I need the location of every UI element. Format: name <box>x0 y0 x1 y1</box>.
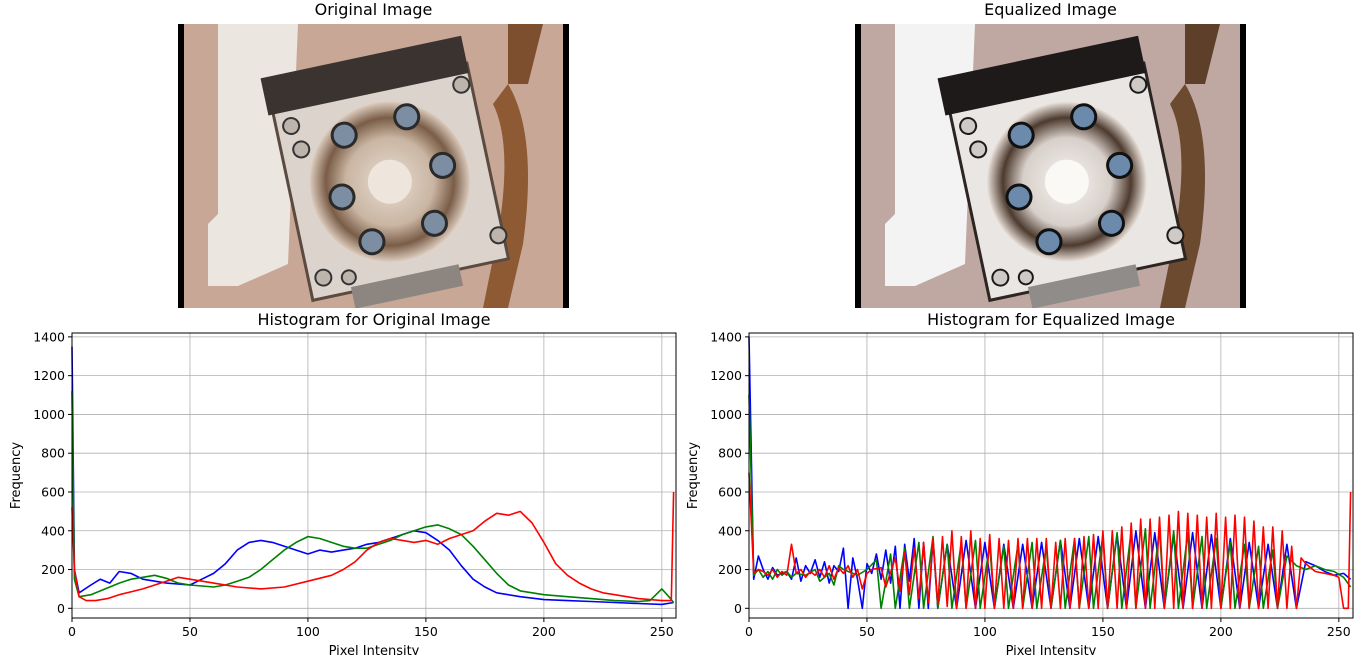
y-tick-label: 400 <box>718 523 742 538</box>
x-tick-label: 100 <box>296 624 320 639</box>
x-tick-label: 100 <box>973 624 997 639</box>
x-tick-label: 150 <box>1091 624 1115 639</box>
x-tick-label: 200 <box>532 624 556 639</box>
original-image-title: Original Image <box>314 0 433 19</box>
series-line-1 <box>748 394 1352 610</box>
equalized-image-title: Equalized Image <box>984 0 1117 19</box>
plot-frame <box>71 332 677 619</box>
chart-title: Histogram for Original Image <box>258 310 491 329</box>
y-tick-label: 1000 <box>33 407 65 422</box>
histogram-original-chart: Histogram for Original Image 0 50 100 150 200… <box>9 310 677 655</box>
series-line-2 <box>71 491 675 602</box>
y-tick-label: 600 <box>718 484 742 499</box>
x-tick-label: 250 <box>1327 624 1351 639</box>
y-tick-label: 0 <box>734 601 742 616</box>
chart-title: Histogram for Equalized Image <box>927 310 1175 329</box>
x-axis-label: Pixel Intensity <box>1006 644 1097 655</box>
y-tick-label: 1000 <box>710 407 742 422</box>
histogram-equalized-chart: Histogram for Equalized Image 0 50 100 150 20… <box>686 310 1354 655</box>
x-tick-label: 250 <box>650 624 674 639</box>
y-tick-label: 1400 <box>710 329 742 344</box>
y-tick-label: 1200 <box>710 368 742 383</box>
x-tick-label: 0 <box>745 624 753 639</box>
x-tick-label: 150 <box>414 624 438 639</box>
y-tick-label: 800 <box>41 446 65 461</box>
y-tick-label: 1200 <box>33 368 65 383</box>
x-tick-label: 200 <box>1209 624 1233 639</box>
original-image <box>178 24 569 308</box>
y-axis-label: Frequency <box>686 442 701 509</box>
x-tick-label: 50 <box>859 624 875 639</box>
y-tick-label: 600 <box>41 484 65 499</box>
series-line-2 <box>748 472 1352 610</box>
y-tick-label: 400 <box>41 523 65 538</box>
y-tick-label: 1400 <box>33 329 65 344</box>
series-line-0 <box>71 346 674 606</box>
series-line-1 <box>71 391 675 604</box>
x-tick-label: 0 <box>68 624 76 639</box>
x-axis-label: Pixel Intensity <box>329 644 420 655</box>
y-tick-label: 0 <box>57 601 65 616</box>
plot-frame <box>748 332 1354 619</box>
y-axis-label: Frequency <box>9 442 24 509</box>
y-tick-label: 200 <box>41 562 65 577</box>
equalized-image <box>855 24 1246 308</box>
x-tick-label: 50 <box>182 624 198 639</box>
y-tick-label: 200 <box>718 562 742 577</box>
y-tick-label: 800 <box>718 446 742 461</box>
